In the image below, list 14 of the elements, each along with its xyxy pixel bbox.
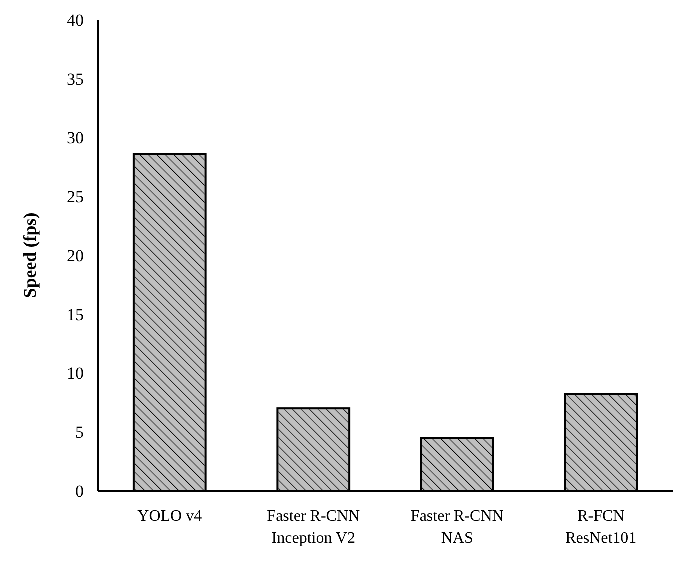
x-tick-label: Faster R-CNN Inception V2 bbox=[267, 508, 361, 547]
y-tick-label: 40 bbox=[67, 10, 84, 30]
y-tick-label: 25 bbox=[67, 188, 84, 207]
y-axis-title: Speed (fps) bbox=[20, 212, 40, 298]
y-tick-label: 0 bbox=[76, 482, 84, 501]
y-tick-label: 5 bbox=[76, 423, 84, 442]
y-tick-label: 35 bbox=[67, 70, 84, 89]
y-tick-label: 15 bbox=[67, 305, 84, 324]
x-tick-label: YOLO v4 bbox=[138, 508, 202, 525]
y-tick-label: 20 bbox=[67, 246, 84, 266]
y-tick-label: 10 bbox=[67, 364, 84, 384]
x-tick-label: R-FCN ResNet101 bbox=[566, 508, 637, 547]
y-tick-label: 30 bbox=[67, 128, 84, 148]
x-tick-label: Faster R-CNN NAS bbox=[410, 508, 504, 547]
